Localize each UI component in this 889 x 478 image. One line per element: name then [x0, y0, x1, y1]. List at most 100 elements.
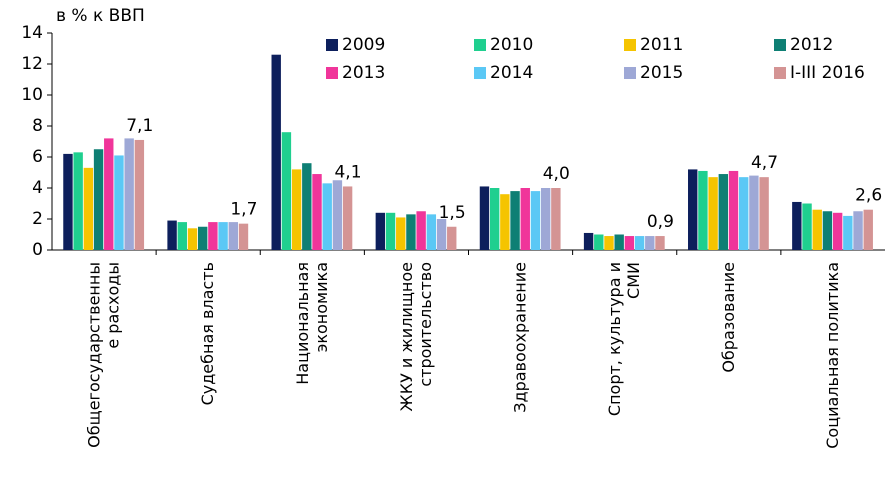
bar — [634, 236, 645, 250]
bar — [802, 203, 812, 250]
bar — [708, 177, 718, 250]
bar — [520, 188, 530, 250]
x-tick-label: ЖКУ и жилищноестроительство — [396, 262, 434, 412]
bar — [614, 234, 624, 250]
bar — [281, 132, 292, 250]
bar — [728, 170, 739, 250]
bar — [551, 188, 561, 250]
bar — [342, 186, 353, 250]
bar — [104, 138, 114, 250]
bar — [749, 175, 759, 250]
bar — [489, 188, 500, 250]
bar — [739, 177, 749, 250]
bar — [853, 211, 863, 250]
legend-swatch — [326, 39, 338, 51]
legend-swatch — [474, 39, 486, 51]
legend-label: 2010 — [490, 35, 533, 55]
legend-label: 2009 — [342, 35, 385, 55]
legend-swatch — [774, 67, 786, 79]
bar — [124, 138, 134, 250]
bar — [698, 170, 708, 250]
bar — [863, 209, 873, 250]
bar — [312, 174, 322, 250]
x-tick-label: Судебная власть — [198, 262, 217, 405]
bar — [218, 222, 228, 250]
bar — [843, 215, 853, 250]
bar — [583, 232, 594, 250]
bar — [655, 236, 665, 250]
y-tick-label: 6 — [32, 147, 43, 167]
bar — [271, 54, 281, 251]
bar — [167, 220, 177, 250]
bar — [792, 201, 802, 250]
bar — [510, 191, 520, 250]
legend-label: 2013 — [342, 63, 385, 83]
bar — [718, 174, 729, 250]
x-tick-label: Общегосударственные расходы — [84, 262, 122, 448]
legend-swatch — [774, 39, 786, 51]
legend-swatch — [624, 67, 636, 79]
y-tick-label: 14 — [21, 23, 43, 43]
legend-label: 2012 — [790, 35, 833, 55]
bar — [396, 217, 406, 250]
bar — [645, 236, 655, 250]
bar — [302, 163, 312, 250]
bar — [93, 149, 104, 250]
value-label: 1,7 — [230, 200, 257, 220]
bar — [83, 167, 94, 250]
y-axis-label: в % к ВВП — [56, 6, 145, 26]
bar — [832, 212, 843, 250]
value-label: 1,5 — [439, 203, 466, 223]
bar — [322, 183, 332, 250]
bar — [114, 155, 124, 250]
legend-swatch — [624, 39, 636, 51]
bar — [63, 153, 73, 250]
bar — [291, 169, 302, 250]
bar — [197, 226, 208, 250]
bar — [375, 212, 386, 250]
bar — [500, 194, 510, 250]
value-label: 0,9 — [647, 212, 674, 232]
legend-swatch — [326, 67, 338, 79]
legend-label: 2015 — [640, 63, 683, 83]
bar — [812, 209, 822, 250]
legend-swatch — [474, 67, 486, 79]
bar — [426, 214, 437, 250]
y-tick-label: 2 — [32, 209, 43, 229]
y-tick-label: 12 — [21, 54, 43, 74]
bar — [604, 236, 614, 250]
y-tick-label: 8 — [32, 116, 43, 136]
legend-label: I-III 2016 — [790, 63, 865, 83]
bar — [332, 180, 343, 250]
bar — [530, 191, 541, 250]
bar — [406, 214, 416, 250]
bar — [594, 234, 604, 250]
bar — [134, 139, 145, 250]
bar — [479, 186, 490, 250]
value-label: 4,1 — [334, 162, 361, 182]
bar — [416, 211, 426, 250]
bar — [177, 222, 187, 250]
bar — [187, 228, 198, 250]
x-tick-label: Образование — [718, 262, 737, 373]
y-tick-label: 4 — [32, 178, 43, 198]
bar — [208, 222, 218, 250]
legend-label: 2011 — [640, 35, 683, 55]
x-tick-label: Спорт, культура иСМИ — [605, 262, 643, 416]
y-tick-label: 10 — [21, 85, 43, 105]
value-label: 4,7 — [751, 153, 778, 173]
x-tick-label: Социальная политика — [822, 262, 841, 449]
value-label: 2,6 — [855, 186, 882, 206]
legend-label: 2014 — [490, 63, 533, 83]
x-tick-label: Здравоохранение — [510, 262, 529, 413]
bar — [624, 236, 635, 250]
bar — [436, 219, 447, 250]
value-label: 4,0 — [543, 164, 570, 184]
bar — [385, 212, 396, 250]
bar — [540, 188, 551, 250]
x-tick-label: Национальнаяэкономика — [292, 262, 330, 385]
y-tick-label: 0 — [32, 240, 43, 260]
bar — [73, 152, 83, 250]
value-label: 7,1 — [126, 116, 153, 136]
